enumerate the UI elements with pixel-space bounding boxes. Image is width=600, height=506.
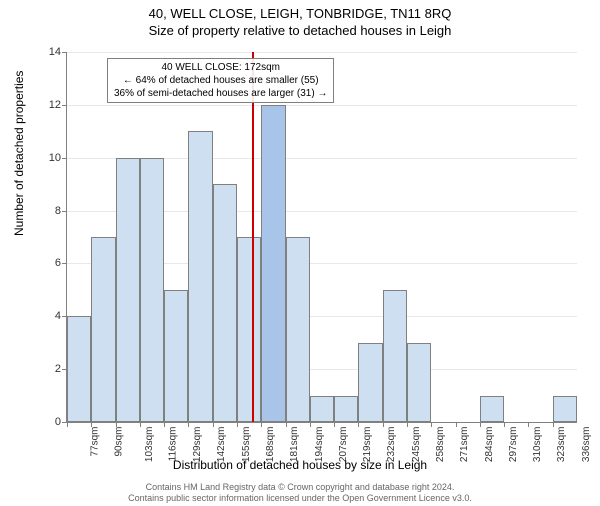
ytick-mark: [62, 105, 67, 106]
xtick-mark: [67, 422, 68, 427]
x-axis-label: Distribution of detached houses by size …: [0, 458, 600, 472]
xtick-label: 245sqm: [411, 427, 422, 463]
ytick-mark: [62, 52, 67, 53]
ytick-label: 6: [39, 257, 61, 269]
bar: [164, 290, 188, 422]
bar: [553, 396, 577, 422]
footer: Contains HM Land Registry data © Crown c…: [0, 482, 600, 504]
bar: [407, 343, 431, 422]
chart-subtitle: Size of property relative to detached ho…: [0, 23, 600, 38]
ytick-label: 4: [39, 310, 61, 322]
xtick-label: 129sqm: [192, 427, 203, 463]
xtick-label: 194sqm: [314, 427, 325, 463]
ytick-label: 14: [39, 46, 61, 58]
callout-line3: 36% of semi-detached houses are larger (…: [114, 87, 327, 100]
xtick-mark: [431, 422, 432, 427]
xtick-label: 142sqm: [217, 427, 228, 463]
xtick-label: 336sqm: [581, 427, 592, 463]
xtick-mark: [188, 422, 189, 427]
bar: [383, 290, 407, 422]
xtick-label: 155sqm: [241, 427, 252, 463]
xtick-label: 168sqm: [265, 427, 276, 463]
footer-line1: Contains HM Land Registry data © Crown c…: [0, 482, 600, 493]
xtick-label: 219sqm: [362, 427, 373, 463]
xtick-label: 116sqm: [167, 427, 178, 462]
bar: [213, 184, 237, 422]
xtick-mark: [383, 422, 384, 427]
xtick-label: 77sqm: [90, 427, 101, 457]
footer-line2: Contains public sector information licen…: [0, 493, 600, 504]
xtick-label: 90sqm: [114, 427, 125, 457]
bar: [286, 237, 310, 422]
gridline: [67, 52, 577, 53]
xtick-label: 181sqm: [289, 427, 300, 463]
gridline: [67, 105, 577, 106]
xtick-mark: [286, 422, 287, 427]
callout-line1: 40 WELL CLOSE: 172sqm: [114, 61, 327, 74]
xtick-mark: [116, 422, 117, 427]
xtick-mark: [213, 422, 214, 427]
ytick-label: 2: [39, 363, 61, 375]
bar: [67, 316, 91, 422]
bar: [140, 158, 164, 422]
xtick-label: 284sqm: [484, 427, 495, 463]
ytick-label: 10: [39, 152, 61, 164]
xtick-label: 232sqm: [387, 427, 398, 463]
xtick-label: 258sqm: [435, 427, 446, 463]
xtick-label: 103sqm: [144, 427, 155, 463]
bar: [310, 396, 334, 422]
xtick-mark: [504, 422, 505, 427]
reference-line: [252, 52, 254, 422]
ytick-label: 8: [39, 205, 61, 217]
xtick-mark: [358, 422, 359, 427]
xtick-mark: [480, 422, 481, 427]
xtick-label: 297sqm: [508, 427, 519, 463]
xtick-mark: [334, 422, 335, 427]
ytick-label: 0: [39, 416, 61, 428]
bar: [188, 131, 212, 422]
bar: [480, 396, 504, 422]
y-axis-label: Number of detached properties: [12, 71, 26, 236]
chart-title: 40, WELL CLOSE, LEIGH, TONBRIDGE, TN11 8…: [0, 6, 600, 21]
xtick-label: 323sqm: [557, 427, 568, 463]
bar: [358, 343, 382, 422]
xtick-label: 207sqm: [338, 427, 349, 463]
bar: [91, 237, 115, 422]
xtick-label: 310sqm: [532, 427, 543, 463]
xtick-mark: [140, 422, 141, 427]
bar: [261, 105, 285, 422]
xtick-mark: [261, 422, 262, 427]
xtick-mark: [237, 422, 238, 427]
plot-area: 0246810121477sqm90sqm103sqm116sqm129sqm1…: [66, 52, 577, 423]
ytick-label: 12: [39, 99, 61, 111]
bar: [334, 396, 358, 422]
xtick-mark: [91, 422, 92, 427]
xtick-mark: [528, 422, 529, 427]
callout-line2: ← 64% of detached houses are smaller (55…: [114, 74, 327, 87]
bar: [116, 158, 140, 422]
xtick-mark: [310, 422, 311, 427]
ytick-mark: [62, 211, 67, 212]
xtick-label: 271sqm: [459, 427, 470, 463]
xtick-mark: [553, 422, 554, 427]
xtick-mark: [456, 422, 457, 427]
xtick-mark: [164, 422, 165, 427]
ytick-mark: [62, 158, 67, 159]
xtick-mark: [407, 422, 408, 427]
bar: [237, 237, 261, 422]
callout-box: 40 WELL CLOSE: 172sqm← 64% of detached h…: [107, 58, 334, 103]
ytick-mark: [62, 263, 67, 264]
